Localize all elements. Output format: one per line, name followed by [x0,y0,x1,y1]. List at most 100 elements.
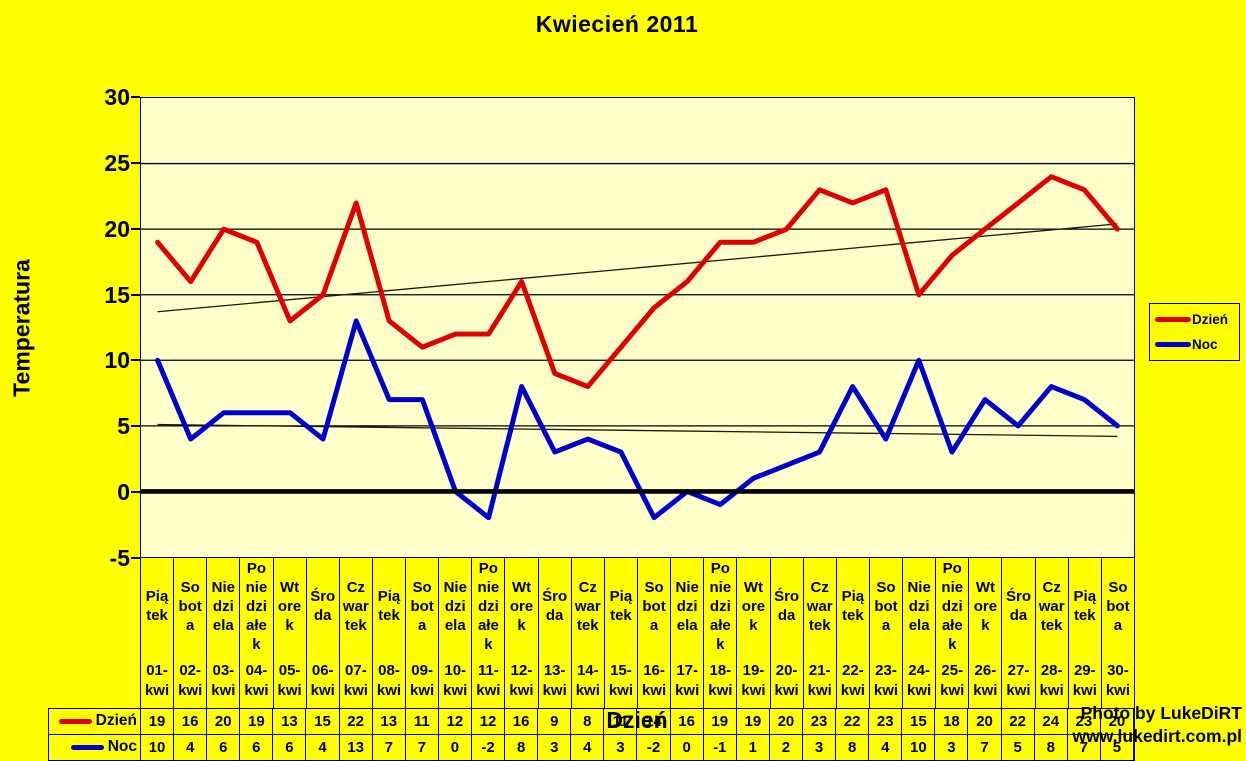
date-label: 26-kwi [973,662,998,699]
weekday-label: Czwartek [342,578,369,634]
value-cell-dzien: 12 [471,709,506,735]
date-label: 13-kwi [542,662,567,699]
weekday-label: Wtorek [509,578,534,634]
date-label: 09-kwi [410,662,435,699]
value-cell-dzien: 9 [538,709,572,735]
legend: Dzień Noc [1149,303,1240,361]
weekday-label: Piątek [609,588,633,624]
value-cell-dzien: 18 [935,709,969,735]
weekday-label: Niedziela [211,578,235,634]
y-tick-mark [131,557,140,559]
category-column: Wtorek 26-kwi [969,558,1003,708]
noc-legend-key-line [1155,342,1191,347]
weekday-label: Piątek [841,588,865,624]
value-cell-dzien: 11 [405,709,439,735]
date-label: 06-kwi [310,662,335,699]
date-label: 29-kwi [1072,662,1097,699]
noc-table-key-line [70,744,104,750]
date-label: 03-kwi [211,662,236,699]
value-cell-noc: 4 [174,734,208,760]
y-tick-label: 25 [104,149,130,176]
y-axis-title: Temperatura [8,259,35,397]
table-row-header-noc: Noc [49,734,141,760]
value-cell-dzien: 23 [869,709,903,735]
weekday-label: Czwartek [806,578,833,634]
table-row-label: Noc [107,738,137,756]
date-label: 14-kwi [575,662,600,699]
category-column: Piątek 08-kwi [373,558,407,708]
value-cell-dzien: 19 [703,709,737,735]
weekday-label: Niedziela [675,578,699,634]
date-label: 17-kwi [675,662,700,699]
weekday-label: Piątek [1073,588,1097,624]
category-column: Sobota 30-kwi [1102,558,1135,708]
value-cell-dzien: 22 [836,709,870,735]
value-cell-noc: 3 [538,734,572,760]
weekday-label: Sobota [642,578,666,634]
y-tick-mark [131,96,140,98]
value-cell-noc: 2 [770,734,803,760]
category-column: Wtorek 05-kwi [274,558,307,708]
y-tick-label: 30 [104,84,130,110]
value-cell-dzien: 8 [571,709,605,735]
value-cell-noc: 5 [1002,734,1035,760]
weekday-label: Sobota [1106,578,1130,634]
date-label: 28-kwi [1039,662,1064,699]
value-cell-noc: 13 [340,734,373,760]
weekday-label: Niedziela [907,578,931,634]
category-column: Poniedziałek 18-kwi [704,558,738,708]
series-line-noc [155,318,1120,521]
category-column: Wtorek 19-kwi [737,558,771,708]
weekday-label: Sobota [178,578,202,634]
value-cell-dzien: 19 [736,709,770,735]
value-cell-noc: 1 [737,734,770,760]
date-label: 21-kwi [807,662,832,699]
value-cell-noc: 3 [935,734,969,760]
legend-item: Noc [1155,337,1239,352]
date-label: 25-kwi [940,662,965,699]
value-cell-dzien: 16 [670,709,704,735]
category-column: Sobota 09-kwi [406,558,440,708]
category-column: Czwartek 28-kwi [1036,558,1069,708]
date-label: 04-kwi [244,662,269,699]
y-tick-label: -5 [109,545,130,571]
value-cell-dzien: 22 [339,709,373,735]
date-label: 01-kwi [144,662,170,699]
table-row-header-dzien: Dzień [49,709,141,735]
y-tick-label: 0 [117,479,130,506]
line-chart-svg [141,162,1134,521]
category-column: Poniedziałek 04-kwi [240,558,274,708]
dzien-legend-key-line [1155,317,1191,322]
value-cell-dzien: 20 [1100,709,1134,735]
weekday-label: Wtorek [277,578,302,634]
value-cell-noc: 4 [571,734,605,760]
value-cell-noc: 0 [439,734,472,760]
value-cell-noc: 4 [869,734,903,760]
plot-area [140,97,1135,558]
y-tick-mark [131,227,140,230]
dzien-table-key-line [58,718,92,724]
date-label: 12-kwi [509,662,534,699]
weekday-label: Poniedziałek [709,559,732,653]
value-cell-noc: 8 [1035,734,1068,760]
value-cell-dzien: 16 [505,709,539,735]
category-column: Czwartek 21-kwi [804,558,837,708]
value-cell-noc: -1 [704,734,737,760]
category-column: Środa 20-kwi [771,558,804,708]
weekday-label: Środa [310,588,336,624]
weekday-label: Czwartek [1038,578,1065,634]
value-cell-dzien: 20 [968,709,1002,735]
date-label: 05-kwi [277,662,302,699]
value-cell-dzien: 20 [769,709,803,735]
weekday-label: Poniedziałek [941,559,964,653]
value-cell-noc: 8 [836,734,870,760]
weekday-label: Wtorek [973,578,998,634]
value-cell-dzien: 11 [604,709,638,735]
chart-title: Kwiecień 2011 [535,11,699,37]
value-cell-dzien: 23 [802,709,837,735]
value-cell-dzien: 12 [438,709,472,735]
weekday-label: Środa [542,588,568,624]
category-column: Sobota 16-kwi [638,558,672,708]
value-cell-dzien: 20 [207,709,241,735]
y-tick-mark [131,491,140,494]
